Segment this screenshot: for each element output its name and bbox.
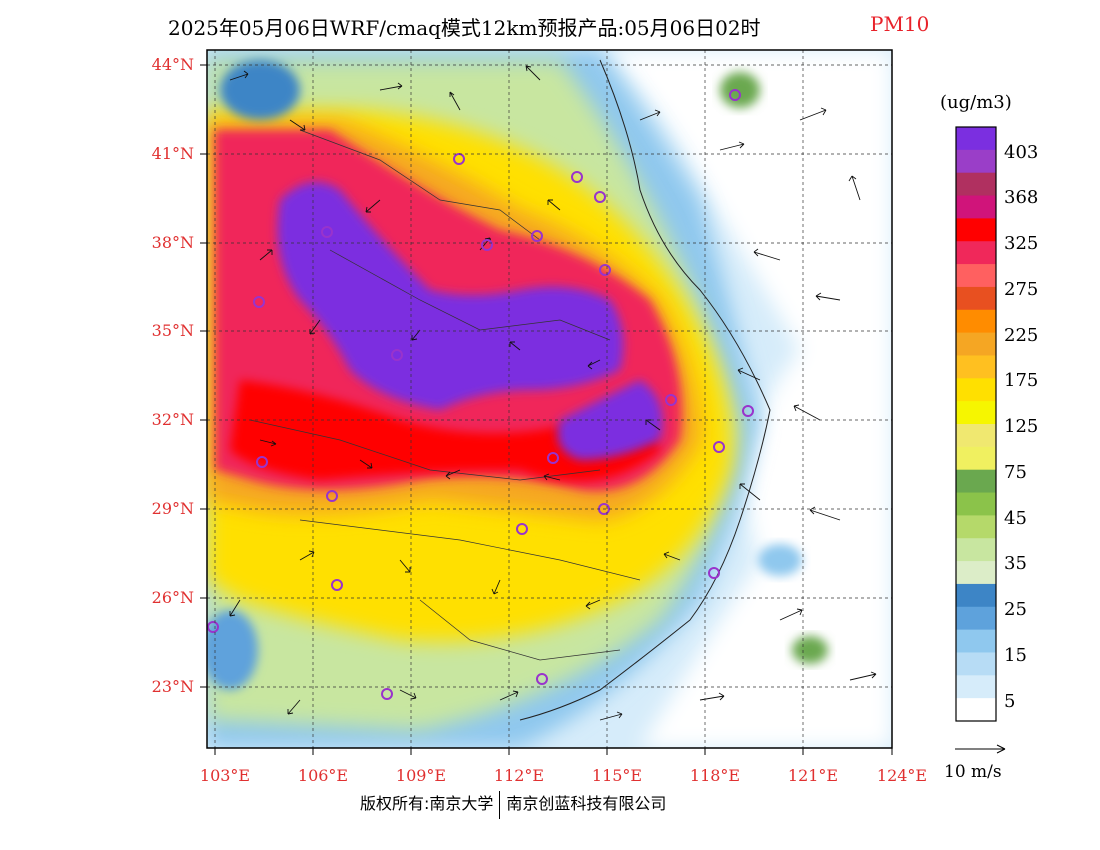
copyright-left: 版权所有:南京大学 (360, 794, 494, 813)
colorbar-label: 368 (1004, 187, 1039, 208)
copyright-right: 南京创蓝科技有限公司 (506, 794, 667, 813)
lon-label: 109°E (395, 766, 447, 785)
colorbar-swatch (956, 629, 996, 653)
graticule (207, 50, 892, 748)
colorbar-swatch (956, 309, 996, 334)
lat-label: 35°N (151, 321, 194, 340)
map-title: 2025年05月06日WRF/cmaq模式12km预报产品:05月06日02时 … (0, 12, 1100, 40)
colorbar-swatch (956, 172, 996, 197)
colorbar (956, 127, 996, 722)
colorbar-swatch (956, 264, 996, 288)
colorbar-label: 15 (1004, 645, 1027, 666)
colorbar-swatch (956, 401, 996, 425)
lat-label: 38°N (151, 233, 194, 252)
lon-label: 121°E (787, 766, 839, 785)
colorbar-swatch (956, 446, 996, 471)
colorbar-unit: (ug/m3) (940, 92, 1012, 113)
colorbar-swatch (956, 561, 996, 585)
wind-vectors (229, 65, 877, 721)
lon-label: 115°E (591, 766, 643, 785)
colorbar-swatch (956, 675, 996, 699)
colorbar-label: 225 (1004, 325, 1039, 346)
colorbar-label: 35 (1004, 553, 1027, 574)
colorbar-label: 125 (1004, 416, 1039, 437)
lon-label: 112°E (493, 766, 545, 785)
lat-label: 26°N (151, 588, 194, 607)
colorbar-swatch (956, 218, 996, 242)
lon-label: 106°E (297, 766, 349, 785)
colorbar-swatch (956, 606, 996, 631)
colorbar-swatch (956, 355, 996, 379)
colorbar-label: 5 (1004, 691, 1016, 712)
copyright: 版权所有:南京大学 南京创蓝科技有限公司 (360, 790, 666, 819)
lat-label: 44°N (151, 55, 194, 74)
lon-label: 118°E (689, 766, 741, 785)
title-main: 2025年05月06日WRF/cmaq模式12km预报产品:05月06日02时 (168, 16, 761, 40)
title-species: PM10 (870, 12, 930, 36)
colorbar-swatch (956, 492, 996, 516)
lat-label: 32°N (151, 410, 194, 429)
colorbar-label: 45 (1004, 508, 1027, 529)
pm10-field (207, 50, 892, 748)
wind-reference-arrow (955, 744, 1006, 754)
map-frame (206, 49, 893, 749)
colorbar-swatch (956, 424, 996, 448)
colorbar-label: 275 (1004, 279, 1039, 300)
colorbar-swatch (956, 469, 996, 494)
colorbar-swatch (956, 698, 996, 722)
colorbar-label: 25 (1004, 599, 1027, 620)
colorbar-label: 75 (1004, 462, 1027, 483)
colorbar-swatch (956, 149, 996, 174)
lat-label: 41°N (151, 144, 194, 163)
colorbar-label: 175 (1004, 370, 1039, 391)
wind-reference-label: 10 m/s (944, 762, 1002, 782)
colorbar-label: 325 (1004, 233, 1039, 254)
colorbar-swatch (956, 127, 996, 151)
colorbar-swatch (956, 332, 996, 356)
colorbar-swatch (956, 652, 996, 676)
lon-label: 103°E (199, 766, 251, 785)
colorbar-swatch (956, 195, 996, 219)
colorbar-swatch (956, 241, 996, 265)
colorbar-swatch (956, 378, 996, 402)
colorbar-label: 403 (1004, 142, 1039, 163)
colorbar-swatch (956, 538, 996, 562)
colorbar-swatch (956, 286, 996, 311)
lon-label: 124°E (876, 766, 928, 785)
lat-label: 23°N (151, 677, 194, 696)
colorbar-swatch (956, 583, 996, 608)
lat-label: 29°N (151, 499, 194, 518)
station-markers (207, 89, 754, 700)
copyright-separator (499, 790, 501, 819)
colorbar-swatch (956, 515, 996, 539)
